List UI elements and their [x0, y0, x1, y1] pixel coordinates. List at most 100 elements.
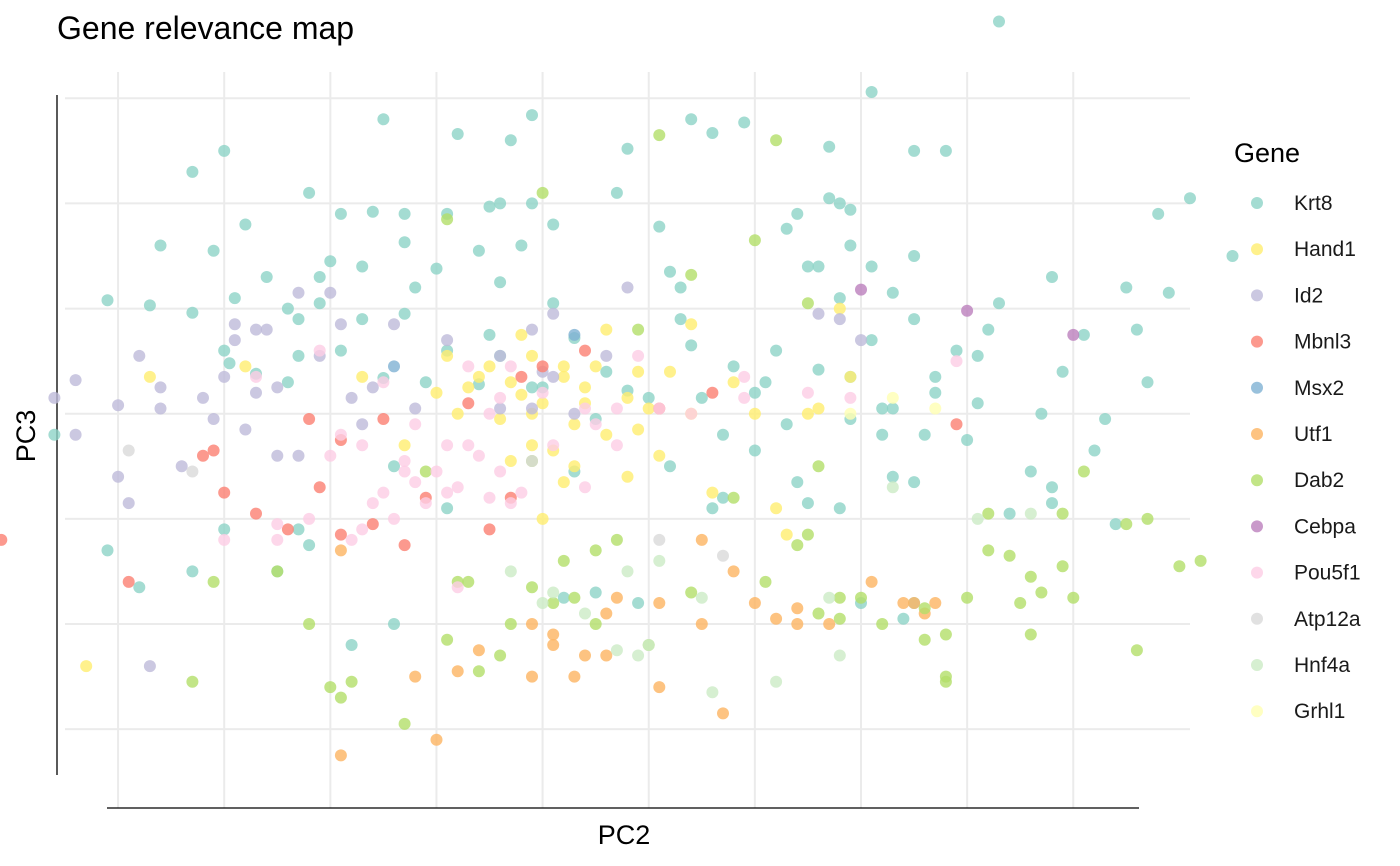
- point-dab2-20: [589, 618, 602, 630]
- point-dab2-29: [207, 575, 220, 588]
- legend-item-cebpa: Cebpa: [1251, 515, 1356, 538]
- point-hand1-36: [770, 502, 783, 515]
- point-krt8-138: [377, 113, 390, 126]
- point-krt8-68: [133, 581, 146, 594]
- point-utf1-16: [929, 597, 942, 609]
- point-mbnl3-7: [536, 360, 549, 373]
- series-hnf4a: [504, 481, 1037, 699]
- point-id2-24: [112, 470, 125, 483]
- point-pou5f1-39: [324, 449, 337, 462]
- point-atp12a-3: [653, 533, 666, 546]
- point-dab2-54: [1173, 560, 1186, 573]
- point-krt8-79: [292, 313, 305, 326]
- point-krt8-147: [876, 402, 889, 415]
- point-dab2-25: [345, 675, 358, 688]
- point-krt8-4: [939, 144, 952, 157]
- point-krt8-88: [780, 418, 793, 431]
- point-dab2-38: [855, 591, 867, 604]
- point-hnf4a-14: [653, 554, 666, 567]
- point-krt8-14: [780, 222, 793, 235]
- point-hand1-13: [727, 376, 740, 389]
- legend-label: Id2: [1294, 284, 1323, 307]
- point-utf1-24: [600, 607, 613, 620]
- point-pou5f1-13: [419, 497, 432, 510]
- point-dab2-2: [632, 323, 645, 336]
- legend-item-hand1: Hand1: [1251, 238, 1356, 261]
- point-pou5f1-3: [398, 455, 411, 467]
- point-hand1-22: [600, 323, 613, 336]
- point-utf1-2: [526, 618, 538, 630]
- point-hand1-42: [685, 318, 698, 331]
- point-pou5f1-35: [494, 391, 507, 404]
- point-hand1-16: [844, 370, 857, 383]
- point-dab2-19: [504, 618, 517, 630]
- point-id2-35: [228, 318, 241, 331]
- point-utf1-0: [334, 749, 347, 762]
- point-krt8-125: [1152, 207, 1165, 220]
- point-krt8-95: [1162, 286, 1175, 299]
- point-utf1-30: [717, 707, 729, 720]
- point-pou5f1-29: [685, 407, 698, 420]
- point-atp12a-0: [122, 444, 135, 457]
- point-mbnl3-20: [366, 518, 379, 531]
- point-hand1-31: [356, 370, 369, 383]
- point-krt8-133: [865, 260, 878, 273]
- point-krt8-37: [929, 386, 942, 399]
- point-krt8-89: [908, 476, 921, 489]
- point-krt8-49: [472, 244, 485, 257]
- legend-swatch: [1251, 566, 1263, 579]
- point-krt8-67: [218, 523, 231, 536]
- point-krt8-120: [388, 460, 400, 473]
- legend-label: Cebpa: [1294, 515, 1356, 538]
- point-krt8-136: [313, 297, 326, 310]
- point-dab2-32: [685, 586, 698, 599]
- point-mbnl3-21: [483, 523, 496, 536]
- point-krt8-18: [356, 260, 369, 273]
- point-krt8-30: [292, 349, 305, 362]
- point-krt8-145: [101, 544, 114, 557]
- point-hnf4a-0: [504, 565, 517, 578]
- point-id2-23: [122, 497, 135, 510]
- point-hand1-25: [621, 391, 634, 404]
- point-dab2-52: [1120, 518, 1133, 531]
- point-krt8-135: [281, 302, 294, 315]
- point-pou5f1-26: [610, 402, 623, 415]
- point-krt8-151: [897, 612, 910, 625]
- point-dab2-56: [1130, 644, 1143, 657]
- legend: Gene Krt8 Hand1 Id2 Mbnl3 Msx2 Utf1 Dab2 Cebpa P…: [1234, 138, 1361, 723]
- point-krt8-137: [186, 165, 199, 178]
- legend-label: Dab2: [1294, 469, 1344, 492]
- point-krt8-139: [218, 144, 231, 157]
- point-krt8-69: [186, 565, 199, 578]
- point-krt8-94: [1130, 323, 1143, 336]
- point-dab2-47: [1024, 570, 1037, 583]
- point-id2-6: [271, 381, 284, 394]
- point-krt8-118: [685, 339, 698, 352]
- point-hand1-49: [526, 349, 538, 362]
- point-id2-2: [112, 399, 125, 412]
- point-mbnl3-17: [398, 539, 411, 552]
- point-dab2-36: [833, 591, 846, 604]
- point-krt8-62: [589, 586, 602, 599]
- point-krt8-128: [526, 197, 538, 210]
- point-utf1-23: [547, 628, 560, 641]
- point-dab2-64: [324, 681, 337, 694]
- point-krt8-72: [345, 639, 358, 651]
- point-pou5f1-5: [441, 486, 454, 499]
- legend-swatch: [1251, 474, 1263, 487]
- point-grhl1-2: [929, 402, 942, 415]
- point-id2-39: [207, 413, 220, 425]
- point-dab2-57: [1056, 507, 1069, 520]
- point-id2-21: [239, 423, 252, 436]
- point-dab2-28: [271, 565, 284, 578]
- point-krt8-9: [303, 186, 316, 199]
- point-utf1-10: [409, 670, 422, 683]
- point-krt8-116: [886, 402, 899, 415]
- point-krt8-59: [1024, 465, 1037, 478]
- legend-item-msx2: Msx2: [1251, 377, 1344, 400]
- point-krt8-119: [526, 381, 538, 394]
- point-krt8-140: [823, 192, 836, 205]
- point-id2-44: [855, 334, 867, 347]
- point-krt8-124: [961, 434, 974, 446]
